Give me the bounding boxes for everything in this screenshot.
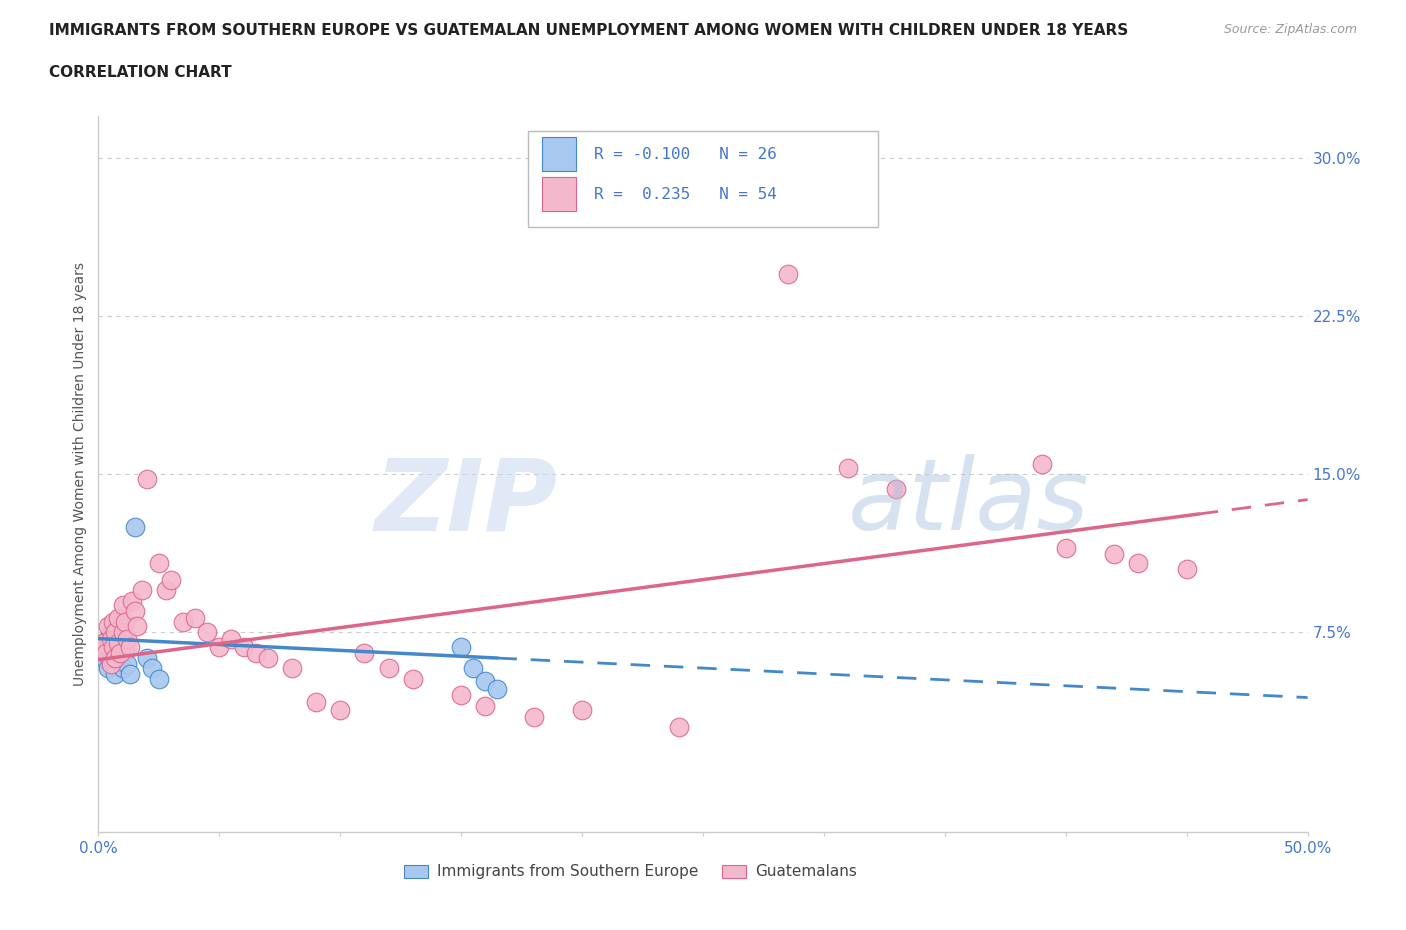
- Point: [117, 657, 139, 671]
- Point: [523, 709, 546, 724]
- Point: [135, 472, 157, 486]
- Point: [148, 671, 170, 686]
- Point: [1128, 555, 1150, 570]
- Point: [1054, 540, 1077, 555]
- Point: [94, 652, 117, 667]
- FancyBboxPatch shape: [543, 177, 576, 211]
- Point: [124, 520, 146, 535]
- Point: [121, 593, 143, 608]
- Point: [148, 555, 170, 570]
- Point: [195, 625, 218, 640]
- Point: [463, 660, 485, 675]
- Point: [232, 640, 254, 655]
- Point: [1102, 547, 1125, 562]
- Point: [100, 625, 122, 640]
- Point: [107, 629, 129, 644]
- Point: [281, 660, 304, 675]
- Point: [127, 618, 149, 633]
- Point: [184, 610, 207, 625]
- Point: [111, 660, 134, 675]
- Point: [256, 650, 278, 665]
- Point: [111, 597, 134, 612]
- Point: [118, 640, 141, 655]
- Text: atlas: atlas: [848, 455, 1090, 551]
- Point: [97, 618, 120, 633]
- Text: CORRELATION CHART: CORRELATION CHART: [49, 65, 232, 80]
- Point: [776, 267, 799, 282]
- Point: [117, 631, 139, 646]
- Point: [668, 720, 690, 735]
- Point: [450, 640, 472, 655]
- Point: [141, 660, 163, 675]
- Point: [208, 640, 231, 655]
- Legend: Immigrants from Southern Europe, Guatemalans: Immigrants from Southern Europe, Guatema…: [398, 858, 863, 885]
- Point: [91, 635, 114, 650]
- Y-axis label: Unemployment Among Women with Children Under 18 years: Unemployment Among Women with Children U…: [73, 262, 87, 686]
- Point: [450, 688, 472, 703]
- Point: [837, 460, 859, 475]
- Point: [1031, 457, 1053, 472]
- Point: [100, 657, 122, 671]
- Point: [100, 631, 122, 646]
- Point: [474, 673, 496, 688]
- Point: [114, 644, 136, 658]
- Point: [886, 482, 908, 497]
- Point: [135, 650, 157, 665]
- Point: [104, 635, 127, 650]
- Point: [111, 625, 134, 640]
- Point: [107, 610, 129, 625]
- Text: R =  0.235   N = 54: R = 0.235 N = 54: [595, 187, 778, 202]
- Point: [1175, 562, 1198, 577]
- Text: IMMIGRANTS FROM SOUTHERN EUROPE VS GUATEMALAN UNEMPLOYMENT AMONG WOMEN WITH CHIL: IMMIGRANTS FROM SOUTHERN EUROPE VS GUATE…: [49, 23, 1129, 38]
- Point: [740, 182, 762, 197]
- Point: [91, 640, 114, 655]
- Point: [94, 645, 117, 660]
- Point: [101, 615, 124, 630]
- Point: [101, 618, 124, 633]
- Point: [474, 698, 496, 713]
- Point: [107, 650, 129, 665]
- Point: [124, 604, 146, 618]
- Point: [104, 625, 127, 640]
- Point: [108, 640, 131, 655]
- Point: [104, 667, 127, 682]
- Point: [131, 583, 153, 598]
- Point: [571, 703, 593, 718]
- Point: [305, 695, 328, 710]
- Point: [101, 657, 124, 671]
- Point: [114, 615, 136, 630]
- FancyBboxPatch shape: [527, 130, 879, 227]
- Point: [111, 631, 134, 646]
- Point: [100, 645, 122, 660]
- Point: [160, 572, 183, 587]
- Point: [486, 682, 509, 697]
- Point: [172, 615, 194, 630]
- Point: [101, 640, 124, 655]
- Point: [377, 660, 399, 675]
- Point: [108, 645, 131, 660]
- Point: [97, 660, 120, 675]
- Text: Source: ZipAtlas.com: Source: ZipAtlas.com: [1223, 23, 1357, 36]
- Point: [245, 645, 267, 660]
- Text: ZIP: ZIP: [375, 455, 558, 551]
- Point: [155, 583, 177, 598]
- Point: [104, 650, 127, 665]
- Point: [97, 631, 120, 646]
- FancyBboxPatch shape: [543, 137, 576, 171]
- Point: [221, 631, 243, 646]
- Point: [402, 671, 425, 686]
- Point: [118, 667, 141, 682]
- Text: R = -0.100   N = 26: R = -0.100 N = 26: [595, 147, 778, 162]
- Point: [107, 635, 129, 650]
- Point: [329, 703, 352, 718]
- Point: [353, 645, 375, 660]
